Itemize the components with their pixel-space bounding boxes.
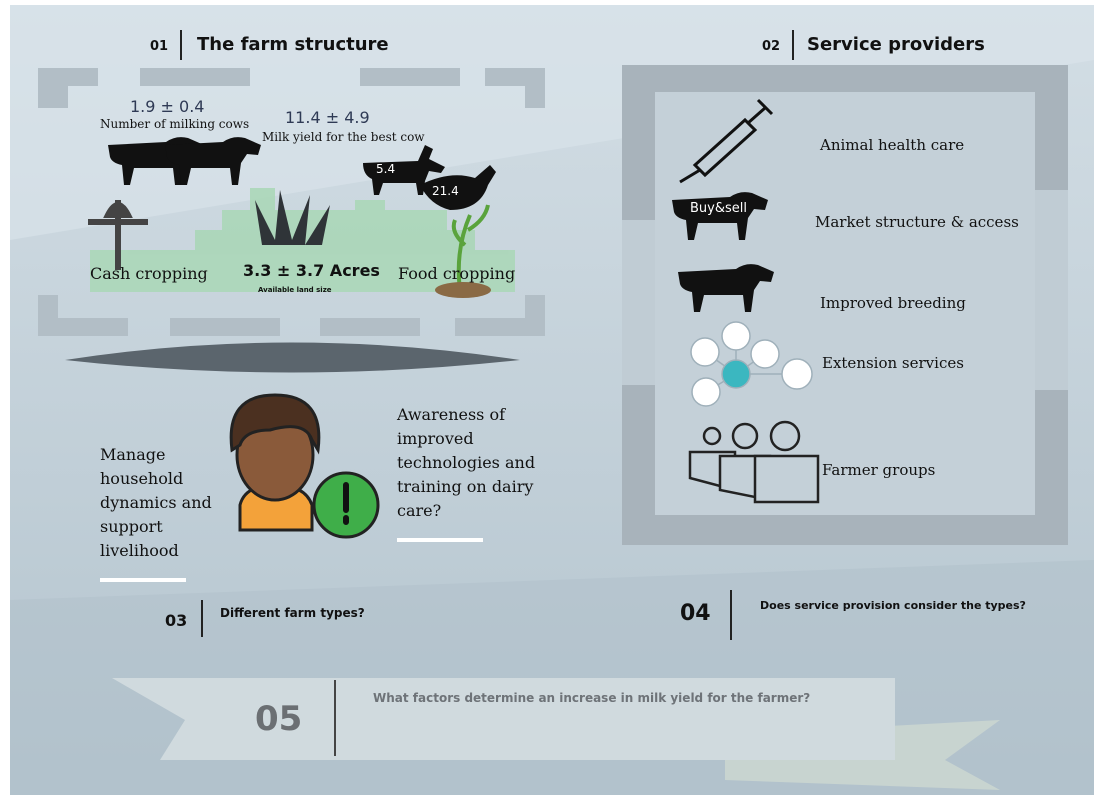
- node: [722, 360, 750, 388]
- node: [751, 340, 779, 368]
- text-line: household: [100, 469, 183, 488]
- buy-sell-label: Buy&sell: [690, 201, 747, 216]
- infographic: 01 The farm structure 1.9 ± 0.4 Number o…: [0, 0, 1104, 801]
- section-number: 04: [680, 601, 711, 626]
- text-line: support: [100, 517, 163, 536]
- section-question: Different farm types?: [220, 606, 365, 620]
- section-number: 02: [762, 39, 780, 54]
- frame-block: [360, 68, 460, 86]
- section-number: 01: [150, 39, 168, 54]
- service: Market structure & access: [815, 213, 1019, 231]
- step: [355, 200, 385, 210]
- underline: [100, 578, 186, 582]
- service: Improved breeding: [820, 294, 966, 312]
- service: Animal health care: [819, 136, 964, 154]
- node: [691, 338, 719, 366]
- section-title: Service providers: [807, 34, 985, 55]
- cows-value: 1.9 ± 0.4: [130, 97, 204, 116]
- cows-label: Number of milking cows: [100, 117, 249, 131]
- frame-gap: [622, 220, 655, 385]
- soil: [435, 282, 491, 298]
- text-line: livelihood: [100, 541, 179, 560]
- section-question: What factors determine an increase in mi…: [373, 691, 810, 705]
- step: [222, 210, 447, 230]
- goats-value: 5.4: [376, 162, 395, 176]
- text-line: Awareness of: [396, 405, 506, 424]
- milk-yield-label: Milk yield for the best cow: [262, 130, 425, 144]
- section-number: 03: [165, 611, 187, 630]
- frame-block: [170, 318, 280, 336]
- head: [771, 422, 799, 450]
- chickens-value: 21.4: [432, 184, 459, 198]
- node: [692, 378, 720, 406]
- step: [195, 230, 475, 250]
- section-question: Does service provision consider the type…: [760, 599, 1026, 612]
- head: [704, 428, 720, 444]
- section-title: The farm structure: [197, 34, 389, 55]
- frame-block: [140, 68, 250, 86]
- land-size: 3.3 ± 3.7 Acres: [243, 261, 380, 280]
- service: Extension services: [822, 354, 964, 372]
- step: [250, 188, 275, 210]
- body: [755, 456, 818, 502]
- frame-gap: [1035, 190, 1068, 390]
- text-line: care?: [397, 501, 441, 520]
- head: [733, 424, 757, 448]
- text-line: improved: [397, 429, 474, 448]
- node: [722, 322, 750, 350]
- frame-block: [320, 318, 420, 336]
- section-number: 05: [255, 699, 302, 739]
- text-line: training on dairy: [397, 477, 533, 496]
- text-line: dynamics and: [100, 493, 212, 512]
- underline: [397, 538, 483, 542]
- node: [782, 359, 812, 389]
- frame-block: [38, 68, 98, 86]
- milk-yield-value: 11.4 ± 4.9: [285, 108, 370, 127]
- land-label: Available land size: [258, 286, 332, 294]
- frame-block: [38, 318, 128, 336]
- cash-cropping: Cash cropping: [90, 264, 208, 283]
- text-line: Manage: [100, 445, 165, 464]
- frame-block: [525, 68, 545, 108]
- food-cropping: Food cropping: [398, 264, 515, 283]
- text-line: technologies and: [397, 453, 535, 472]
- frame-block: [525, 295, 545, 335]
- service: Farmer groups: [822, 461, 935, 479]
